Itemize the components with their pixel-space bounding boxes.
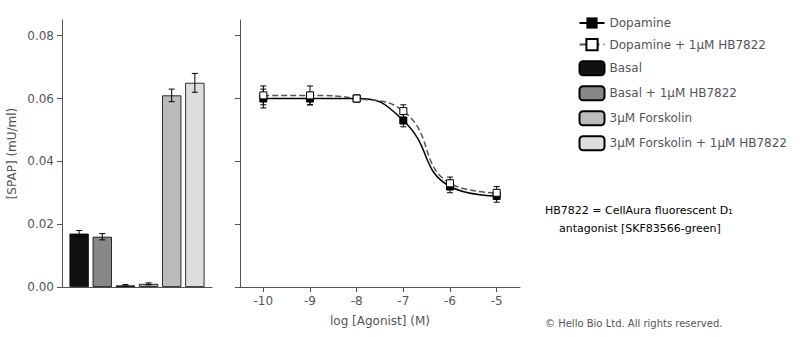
svg-text:-8: -8 bbox=[351, 294, 363, 308]
svg-text:0.04: 0.04 bbox=[27, 154, 54, 168]
svg-text:antagonist [SKF83566-green]: antagonist [SKF83566-green] bbox=[545, 222, 721, 235]
svg-text:3μM Forskolin: 3μM Forskolin bbox=[610, 111, 693, 125]
svg-text:3μM Forskolin + 1μM HB7822: 3μM Forskolin + 1μM HB7822 bbox=[610, 136, 788, 150]
svg-text:-7: -7 bbox=[397, 294, 409, 308]
svg-text:[SPAP] (mU/ml): [SPAP] (mU/ml) bbox=[5, 108, 19, 200]
svg-text:© Hello Bio Ltd. All rights re: © Hello Bio Ltd. All rights reserved. bbox=[545, 318, 722, 329]
svg-text:0.02: 0.02 bbox=[27, 217, 54, 231]
svg-text:0.08: 0.08 bbox=[27, 29, 54, 43]
svg-text:-6: -6 bbox=[444, 294, 456, 308]
svg-text:-9: -9 bbox=[304, 294, 316, 308]
svg-text:0.00: 0.00 bbox=[27, 280, 54, 294]
svg-text:-5: -5 bbox=[491, 294, 503, 308]
svg-text:HB7822 = CellAura fluorescent: HB7822 = CellAura fluorescent D₁ bbox=[545, 204, 733, 217]
svg-text:Dopamine: Dopamine bbox=[610, 16, 672, 30]
svg-text:log [Agonist] (M): log [Agonist] (M) bbox=[330, 314, 430, 328]
svg-text:0.06: 0.06 bbox=[27, 92, 54, 106]
svg-text:Basal: Basal bbox=[610, 61, 643, 75]
svg-text:Basal + 1μM HB7822: Basal + 1μM HB7822 bbox=[610, 86, 737, 100]
svg-text:Dopamine + 1μM HB7822: Dopamine + 1μM HB7822 bbox=[610, 38, 766, 52]
svg-text:-10: -10 bbox=[254, 294, 274, 308]
